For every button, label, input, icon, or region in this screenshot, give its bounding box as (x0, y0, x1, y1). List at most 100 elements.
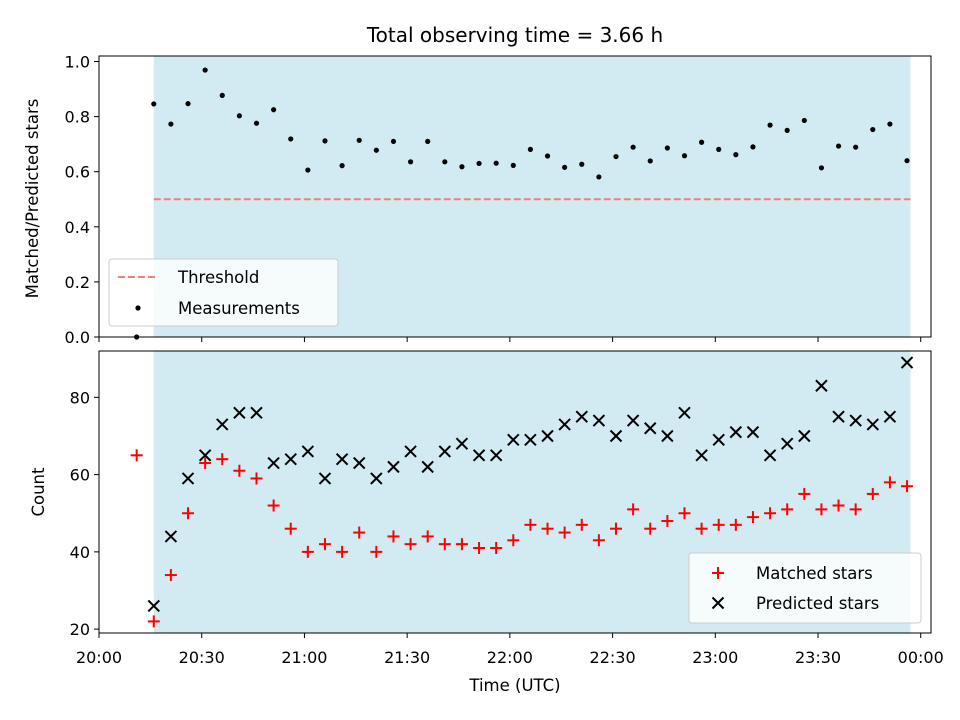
measurement-point (442, 159, 448, 165)
predicted-marker (609, 429, 623, 443)
matched-marker (507, 534, 520, 547)
matched-marker (849, 503, 862, 516)
measurement-point (425, 138, 431, 145)
count-y-tick-label: 60 (70, 466, 90, 485)
predicted-marker (661, 429, 674, 443)
measurement-point (784, 127, 790, 133)
legend-predicted-marker (711, 596, 725, 610)
matched-marker (592, 534, 605, 547)
predicted-marker (489, 449, 503, 462)
predicted-marker (507, 433, 520, 447)
predicted-marker (712, 433, 725, 447)
predicted-marker-b (849, 414, 862, 427)
matched-marker (267, 499, 280, 512)
predicted-marker-b (832, 410, 845, 423)
count-x-tick-label: 21:00 (281, 648, 327, 667)
predicted-marker (780, 437, 794, 450)
time-x-axis-label: Time (UTC) (468, 676, 560, 695)
measurement-point (390, 138, 397, 145)
predicted-marker-b (575, 410, 588, 423)
predicted-marker-b (798, 429, 811, 443)
predicted-marker-b (661, 429, 674, 443)
predicted-marker (678, 406, 691, 420)
predicted-marker-b (763, 449, 777, 462)
matched-marker (610, 522, 623, 535)
predicted-marker-b (267, 456, 280, 470)
measurement-point (613, 153, 619, 160)
measurement-point (716, 146, 722, 152)
predicted-marker (644, 422, 657, 435)
predicted-marker-b (883, 410, 897, 423)
matched-marker (130, 449, 143, 462)
count-x-tick-label: 22:30 (590, 648, 636, 667)
predicted-marker (729, 425, 743, 439)
predicted-marker-b (729, 425, 743, 439)
matched-marker (901, 480, 914, 493)
matched-marker (233, 464, 246, 477)
predicted-marker (198, 449, 212, 462)
legend-threshold-label: Threshold (177, 268, 259, 287)
count-x-tick-label: 20:00 (76, 648, 122, 667)
measurement-point (579, 161, 585, 167)
matched-marker (798, 487, 811, 500)
measurement-points (134, 67, 910, 340)
measurement-point (168, 121, 174, 127)
matched-marker (353, 526, 366, 539)
matched-marker (455, 538, 468, 551)
measurement-point (510, 162, 516, 168)
matched-marker (644, 522, 657, 535)
matched-marker (421, 530, 434, 543)
matched-marker (490, 542, 503, 555)
predicted-marker (387, 460, 400, 474)
ratio-axes-frame (98, 55, 932, 338)
predicted-marker (370, 472, 383, 485)
ratio-y-tick-label: 1.0 (65, 53, 90, 72)
legend-measurement-label: Measurements (178, 299, 300, 318)
matched-star-markers (130, 449, 914, 628)
predicted-marker (746, 425, 760, 439)
predicted-marker (318, 472, 332, 485)
predicted-marker (267, 456, 280, 470)
matched-marker (370, 545, 383, 558)
matched-marker (250, 472, 263, 485)
predicted-marker (883, 410, 897, 423)
count-x-tick-label: 23:30 (795, 648, 841, 667)
predicted-marker (164, 530, 178, 543)
matched-marker (661, 514, 674, 527)
measurement-point (493, 160, 499, 166)
measurement-point (544, 153, 551, 159)
predicted-marker (866, 418, 880, 431)
measurement-point (596, 174, 602, 180)
matched-marker (832, 499, 845, 512)
count-x-ticks: 20:00 20:30 21:00 21:30 22:00 22:30 23:00 23:30… (76, 633, 944, 667)
predicted-marker (216, 418, 229, 431)
predicted-marker (849, 414, 862, 427)
measurement-point (373, 147, 379, 153)
measurement-point (801, 117, 807, 124)
predicted-marker-b (507, 433, 520, 447)
predicted-marker-b (644, 422, 657, 435)
predicted-marker (335, 452, 349, 466)
measurement-point (236, 113, 242, 119)
predicted-marker-b (712, 433, 725, 447)
matched-marker (575, 518, 588, 531)
matched-marker (524, 518, 537, 531)
ratio-y-ticks: 0.0 0.2 0.4 0.6 0.8 1.0 (65, 53, 99, 347)
matched-marker (729, 518, 742, 531)
matched-marker (764, 507, 777, 520)
predicted-marker (301, 445, 315, 458)
matched-marker (678, 507, 691, 520)
predicted-marker-b (815, 379, 828, 392)
predicted-star-markers (147, 356, 914, 613)
matched-marker (815, 503, 828, 516)
legend-matched-label: Matched stars (756, 564, 873, 583)
measurement-point (699, 139, 705, 145)
predicted-marker (438, 445, 452, 458)
count-x-tick-label: 22:00 (487, 648, 533, 667)
measurement-point (904, 158, 910, 164)
predicted-marker-b (472, 449, 486, 462)
predicted-marker (815, 379, 828, 392)
predicted-marker-b (609, 429, 623, 443)
predicted-marker-b (524, 433, 537, 447)
